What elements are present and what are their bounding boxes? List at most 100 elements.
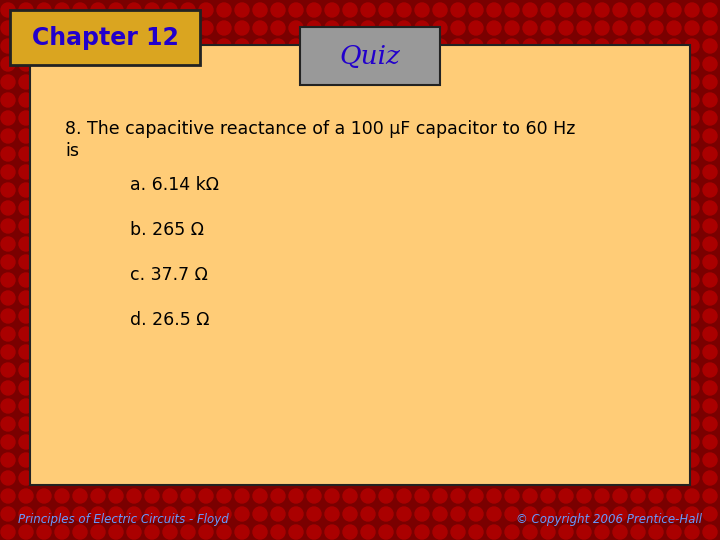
Circle shape (1, 93, 15, 107)
Circle shape (703, 435, 717, 449)
Circle shape (649, 507, 663, 521)
Circle shape (19, 453, 33, 467)
Circle shape (271, 489, 285, 503)
Circle shape (397, 3, 411, 17)
Text: c. 37.7 Ω: c. 37.7 Ω (130, 266, 208, 284)
Circle shape (685, 147, 699, 161)
Circle shape (55, 21, 69, 35)
Circle shape (235, 507, 249, 521)
Circle shape (127, 525, 141, 539)
Bar (30, 45, 690, 485)
Circle shape (667, 39, 681, 53)
Circle shape (37, 39, 51, 53)
Circle shape (325, 525, 339, 539)
Circle shape (469, 525, 483, 539)
Circle shape (1, 255, 15, 269)
Circle shape (361, 525, 375, 539)
Circle shape (487, 3, 501, 17)
Circle shape (199, 507, 213, 521)
Circle shape (667, 507, 681, 521)
Circle shape (523, 39, 537, 53)
Circle shape (343, 39, 357, 53)
Circle shape (703, 327, 717, 341)
Circle shape (181, 507, 195, 521)
Circle shape (703, 21, 717, 35)
Circle shape (307, 489, 321, 503)
Circle shape (73, 39, 87, 53)
Circle shape (91, 525, 105, 539)
Circle shape (1, 435, 15, 449)
Circle shape (145, 3, 159, 17)
Circle shape (703, 3, 717, 17)
Circle shape (163, 21, 177, 35)
Circle shape (325, 489, 339, 503)
Circle shape (577, 3, 591, 17)
Circle shape (703, 507, 717, 521)
Circle shape (19, 489, 33, 503)
Circle shape (631, 507, 645, 521)
Circle shape (1, 183, 15, 197)
Circle shape (703, 381, 717, 395)
Circle shape (631, 489, 645, 503)
Circle shape (1, 219, 15, 233)
Circle shape (703, 39, 717, 53)
Circle shape (1, 309, 15, 323)
Circle shape (703, 273, 717, 287)
Circle shape (433, 507, 447, 521)
Circle shape (379, 39, 393, 53)
Text: © Copyright 2006 Prentice-Hall: © Copyright 2006 Prentice-Hall (516, 514, 702, 526)
Circle shape (379, 507, 393, 521)
Circle shape (1, 327, 15, 341)
Circle shape (451, 507, 465, 521)
Circle shape (595, 39, 609, 53)
Circle shape (127, 21, 141, 35)
Circle shape (541, 21, 555, 35)
Circle shape (19, 201, 33, 215)
Circle shape (55, 525, 69, 539)
Circle shape (703, 237, 717, 251)
Circle shape (703, 111, 717, 125)
Circle shape (181, 39, 195, 53)
Circle shape (397, 489, 411, 503)
Circle shape (19, 327, 33, 341)
Circle shape (217, 39, 231, 53)
Circle shape (19, 525, 33, 539)
Circle shape (145, 489, 159, 503)
Circle shape (19, 417, 33, 431)
Circle shape (379, 525, 393, 539)
Circle shape (667, 3, 681, 17)
Circle shape (559, 507, 573, 521)
Circle shape (145, 507, 159, 521)
Circle shape (253, 507, 267, 521)
Circle shape (613, 21, 627, 35)
Circle shape (685, 57, 699, 71)
Circle shape (253, 21, 267, 35)
Circle shape (397, 39, 411, 53)
Circle shape (109, 21, 123, 35)
Circle shape (577, 507, 591, 521)
Circle shape (253, 3, 267, 17)
Circle shape (217, 525, 231, 539)
Circle shape (631, 525, 645, 539)
Circle shape (685, 399, 699, 413)
Circle shape (73, 525, 87, 539)
Circle shape (19, 255, 33, 269)
Circle shape (163, 39, 177, 53)
Circle shape (703, 417, 717, 431)
Circle shape (685, 165, 699, 179)
Circle shape (487, 507, 501, 521)
Circle shape (703, 165, 717, 179)
Circle shape (703, 255, 717, 269)
Circle shape (685, 255, 699, 269)
Circle shape (631, 3, 645, 17)
Circle shape (685, 201, 699, 215)
Circle shape (19, 363, 33, 377)
Circle shape (361, 507, 375, 521)
Circle shape (685, 417, 699, 431)
Circle shape (199, 39, 213, 53)
Circle shape (451, 21, 465, 35)
Circle shape (703, 309, 717, 323)
Circle shape (19, 183, 33, 197)
Circle shape (163, 3, 177, 17)
Circle shape (505, 507, 519, 521)
